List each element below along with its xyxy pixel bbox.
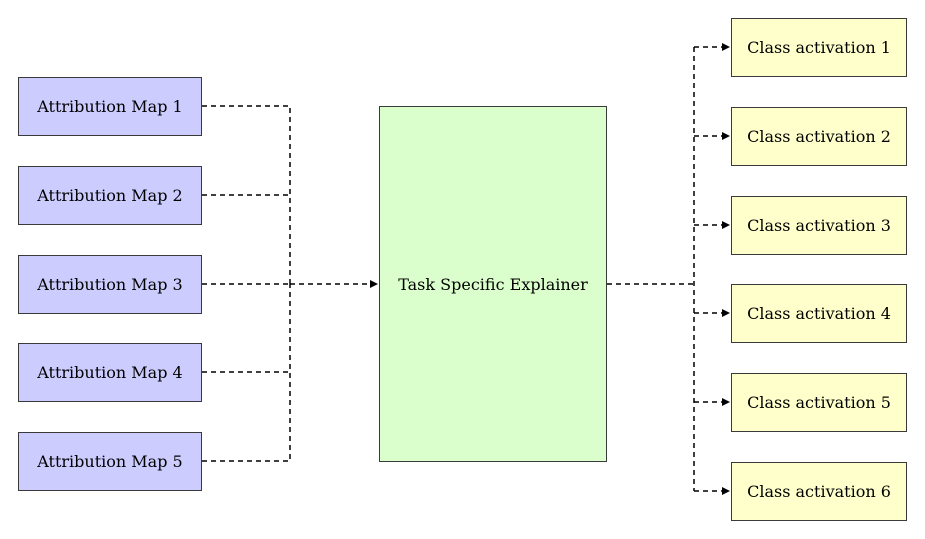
class-activation-1-node: Class activation 1 (731, 18, 907, 77)
class-activation-6-node: Class activation 6 (731, 462, 907, 521)
attribution-map-2-node: Attribution Map 2 (18, 166, 202, 225)
attribution-map-1-node: Attribution Map 1 (18, 77, 202, 136)
class-activation-4-node: Class activation 4 (731, 284, 907, 343)
attribution-map-5-node: Attribution Map 5 (18, 432, 202, 491)
class-activation-2-node: Class activation 2 (731, 107, 907, 166)
class-activation-5-node: Class activation 5 (731, 373, 907, 432)
task-specific-explainer-node: Task Specific Explainer (379, 106, 607, 462)
attribution-map-4-node: Attribution Map 4 (18, 343, 202, 402)
class-activation-3-node: Class activation 3 (731, 196, 907, 255)
attribution-map-3-node: Attribution Map 3 (18, 255, 202, 314)
